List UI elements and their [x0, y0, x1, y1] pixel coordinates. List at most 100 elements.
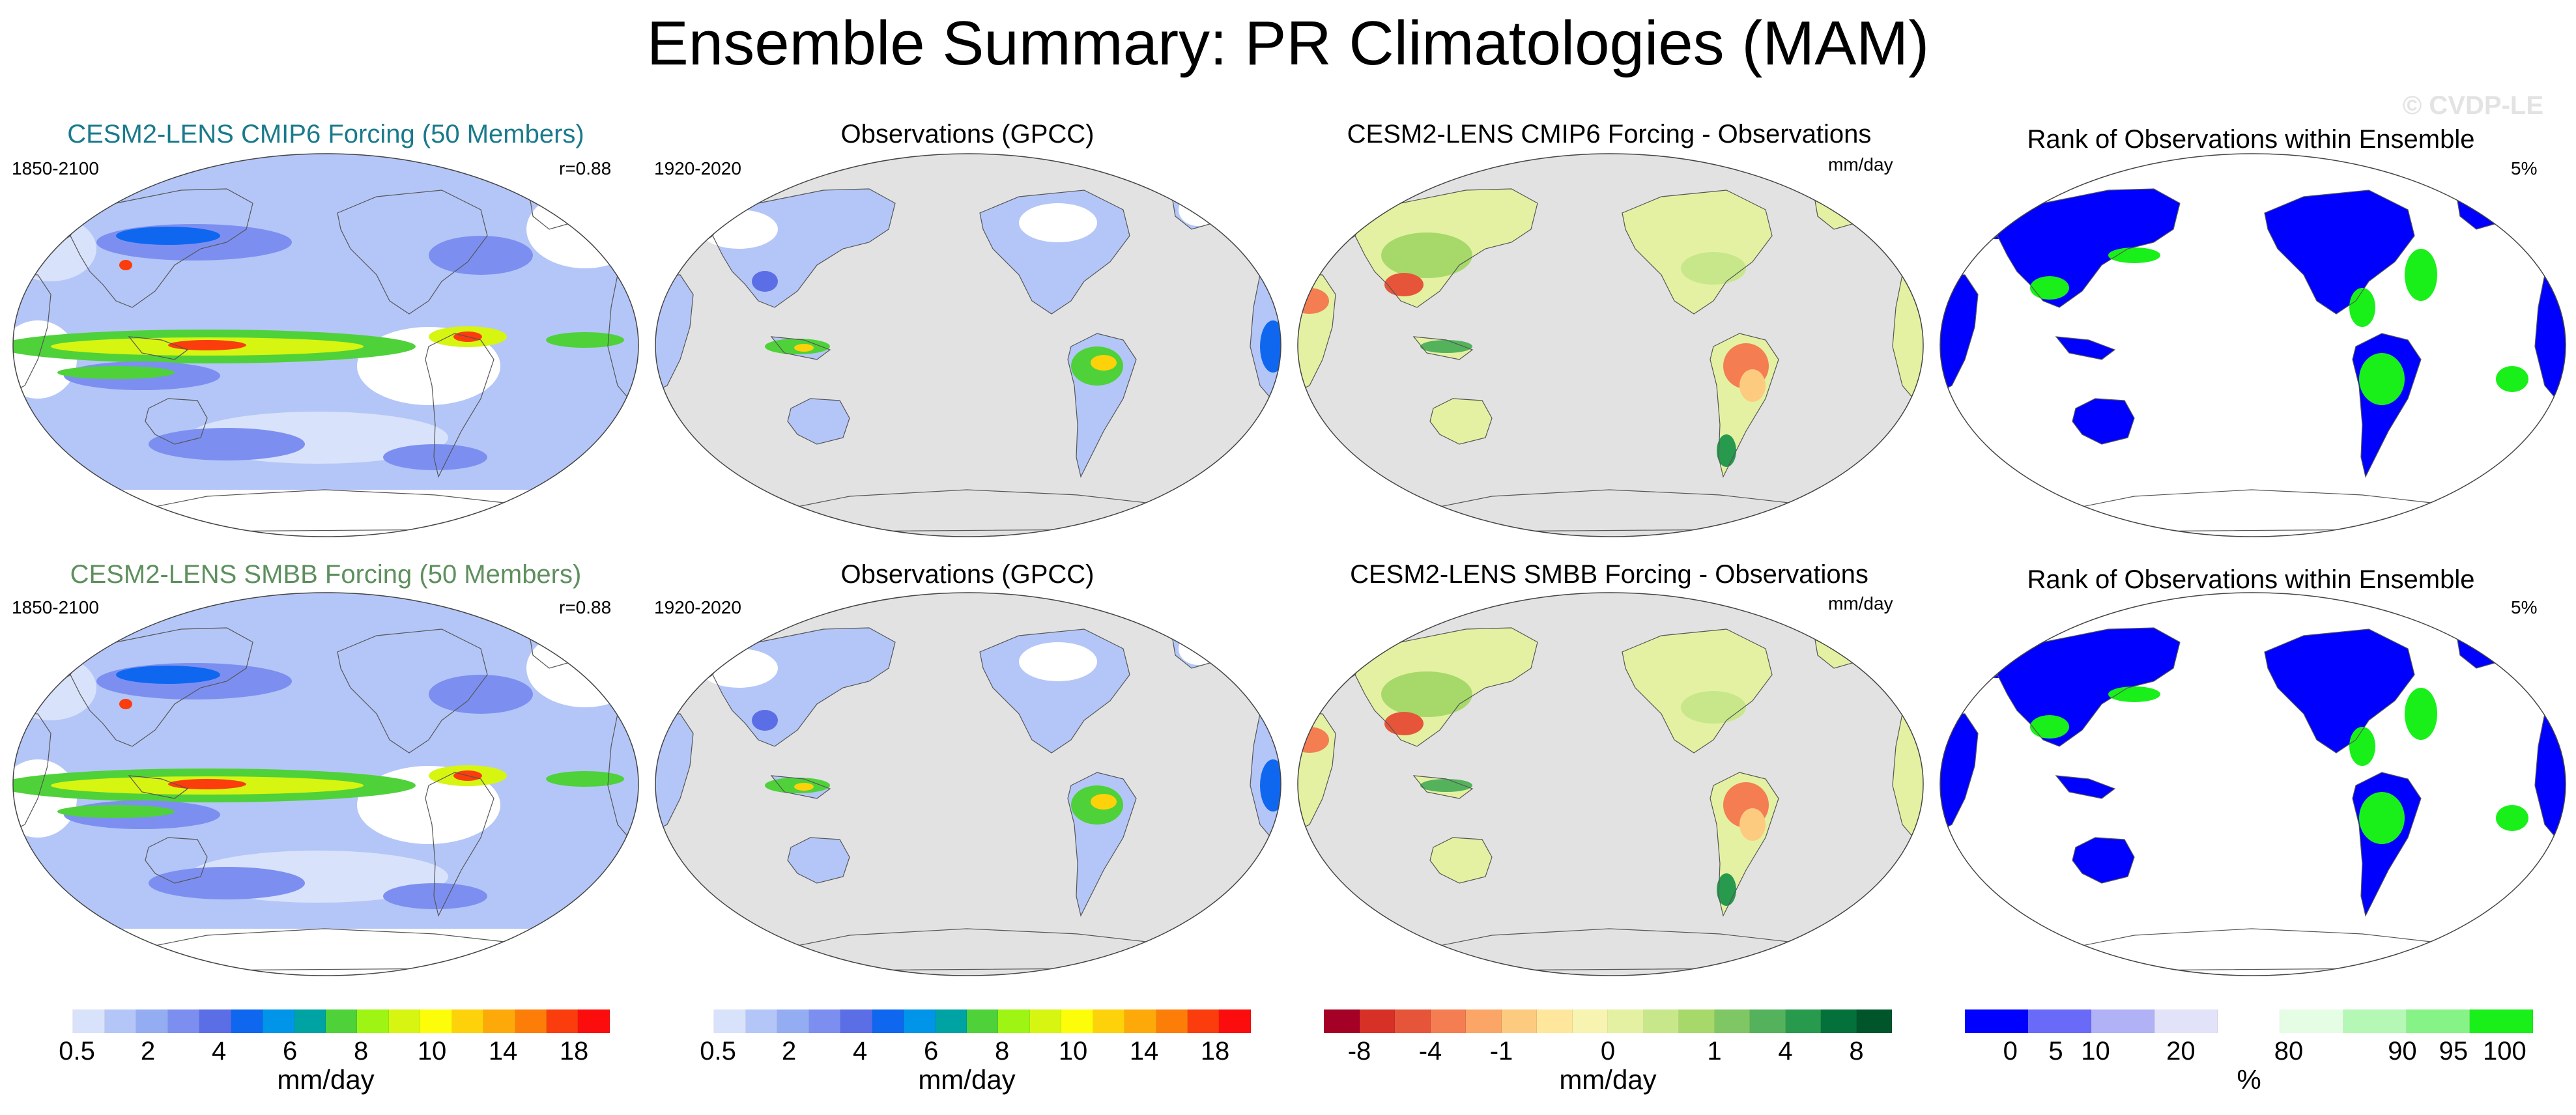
- map-row1-model: [12, 153, 639, 537]
- rank-tick-label: 10: [2081, 1037, 2110, 1066]
- precip-model-tick-label: 6: [282, 1037, 298, 1066]
- row2-diff-title: CESM2-LENS SMBB Forcing - Observations: [1350, 560, 1868, 589]
- rank-tick-label: 5: [2048, 1037, 2063, 1066]
- row1-rank-title: Rank of Observations within Ensemble: [2027, 125, 2475, 154]
- precip-obs-swatch: [966, 1009, 999, 1033]
- rank-tick-label: 20: [2166, 1037, 2196, 1066]
- rank-swatch: [2407, 1009, 2470, 1033]
- precip-model-swatch: [42, 1009, 74, 1033]
- map-row2-model: [12, 592, 639, 976]
- difference-swatch: [1679, 1009, 1715, 1033]
- precip-model-tick-label: 0.5: [59, 1037, 95, 1066]
- rank-units: %: [2237, 1064, 2261, 1095]
- precip-model-swatch: [294, 1009, 326, 1033]
- map-row2-obs: [655, 592, 1281, 976]
- difference-tick-label: -8: [1347, 1037, 1371, 1066]
- difference-tick-label: -4: [1418, 1037, 1442, 1066]
- row2-rank-title: Rank of Observations within Ensemble: [2027, 565, 2475, 594]
- row1-rank-pct: 5%: [2511, 158, 2538, 178]
- difference-tick-label: 1: [1707, 1037, 1722, 1066]
- precip-obs-swatch: [904, 1009, 936, 1033]
- precip-obs-swatch: [745, 1009, 778, 1033]
- precip-model-swatch: [263, 1009, 294, 1033]
- row1-diff-units: mm/day: [1828, 154, 1893, 175]
- map-row1-obs: [655, 153, 1281, 537]
- difference-swatch: [1714, 1009, 1750, 1033]
- precip-obs-swatch: [777, 1009, 809, 1033]
- precip-obs-swatch: [840, 1009, 872, 1033]
- precip-model-swatch: [231, 1009, 263, 1033]
- difference-tick-label: 4: [1778, 1037, 1793, 1066]
- precip-model-tick-label: 10: [417, 1037, 447, 1066]
- precip-obs-tick-label: 0.5: [700, 1037, 736, 1066]
- precip-model-swatch: [167, 1009, 200, 1033]
- difference-units: mm/day: [1559, 1064, 1657, 1095]
- row2-obs-title: Observations (GPCC): [840, 560, 1095, 589]
- rank-swatch: [2091, 1009, 2154, 1033]
- map-row1-rank: [1939, 153, 2566, 537]
- difference-swatch: [1856, 1009, 1892, 1033]
- precip-model-swatch: [388, 1009, 421, 1033]
- precip-model-swatch: [73, 1009, 105, 1033]
- precip-model-swatch: [547, 1009, 579, 1033]
- precip-model-tick-label: 14: [488, 1037, 518, 1066]
- difference-swatch: [1643, 1009, 1679, 1033]
- rank-tick-label: 100: [2483, 1037, 2526, 1066]
- precip-obs-tick-label: 2: [781, 1037, 797, 1066]
- precip-obs-tick-label: 14: [1129, 1037, 1159, 1066]
- difference-swatch: [1501, 1009, 1537, 1033]
- map-row2-rank: [1939, 592, 2566, 976]
- colorbar-precip-obs: [683, 1009, 1251, 1033]
- precip-model-tick-label: 2: [140, 1037, 156, 1066]
- row1-model-corr: r=0.88: [559, 158, 612, 178]
- difference-swatch: [1572, 1009, 1608, 1033]
- difference-tick-label: 8: [1849, 1037, 1864, 1066]
- colorbar-precip-model: [42, 1009, 610, 1033]
- precip-model-swatch: [483, 1009, 515, 1033]
- precip-obs-swatch: [1061, 1009, 1093, 1033]
- precip-obs-tick-label: 18: [1200, 1037, 1230, 1066]
- rank-tick-label: 95: [2439, 1037, 2469, 1066]
- row1-model-years: 1850-2100: [12, 158, 99, 178]
- difference-swatch: [1821, 1009, 1857, 1033]
- precip-obs-swatch: [1124, 1009, 1156, 1033]
- row1-diff-title: CESM2-LENS CMIP6 Forcing - Observations: [1347, 120, 1872, 148]
- precip-obs-swatch: [1156, 1009, 1188, 1033]
- difference-swatch: [1324, 1009, 1360, 1033]
- rank-swatch: [2470, 1009, 2534, 1033]
- difference-tick-label: -1: [1489, 1037, 1513, 1066]
- row2-model-corr: r=0.88: [559, 597, 612, 617]
- precip-model-tick-label: 18: [559, 1037, 589, 1066]
- colorbar-rank: [1965, 1009, 2534, 1033]
- row2-diff-units: mm/day: [1828, 593, 1893, 614]
- precip-model-swatch: [325, 1009, 358, 1033]
- precip-model-swatch: [357, 1009, 389, 1033]
- row2-model-title: CESM2-LENS SMBB Forcing (50 Members): [70, 560, 582, 589]
- rank-swatch: [2217, 1009, 2281, 1033]
- precip-model-tick-label: 4: [211, 1037, 227, 1066]
- precip-obs-tick-label: 8: [994, 1037, 1010, 1066]
- rank-tick-label: 80: [2274, 1037, 2304, 1066]
- difference-swatch: [1750, 1009, 1786, 1033]
- difference-swatch: [1359, 1009, 1395, 1033]
- precip-model-swatch: [104, 1009, 137, 1033]
- difference-swatch: [1466, 1009, 1502, 1033]
- precip-model-units: mm/day: [277, 1064, 375, 1095]
- map-row2-diff: [1297, 592, 1924, 976]
- precip-obs-tick-label: 6: [923, 1037, 939, 1066]
- precip-obs-swatch: [872, 1009, 904, 1033]
- precip-model-swatch: [420, 1009, 452, 1033]
- precip-model-swatch: [199, 1009, 231, 1033]
- precip-model-swatch: [578, 1009, 610, 1033]
- precip-model-swatch: [451, 1009, 484, 1033]
- row2-rank-pct: 5%: [2511, 597, 2538, 617]
- rank-swatch: [2154, 1009, 2218, 1033]
- rank-swatch: [2343, 1009, 2407, 1033]
- precip-obs-swatch: [1093, 1009, 1125, 1033]
- difference-swatch: [1430, 1009, 1466, 1033]
- difference-swatch: [1395, 1009, 1431, 1033]
- precip-obs-swatch: [935, 1009, 967, 1033]
- precip-obs-tick-label: 4: [852, 1037, 868, 1066]
- map-row1-diff: [1297, 153, 1924, 537]
